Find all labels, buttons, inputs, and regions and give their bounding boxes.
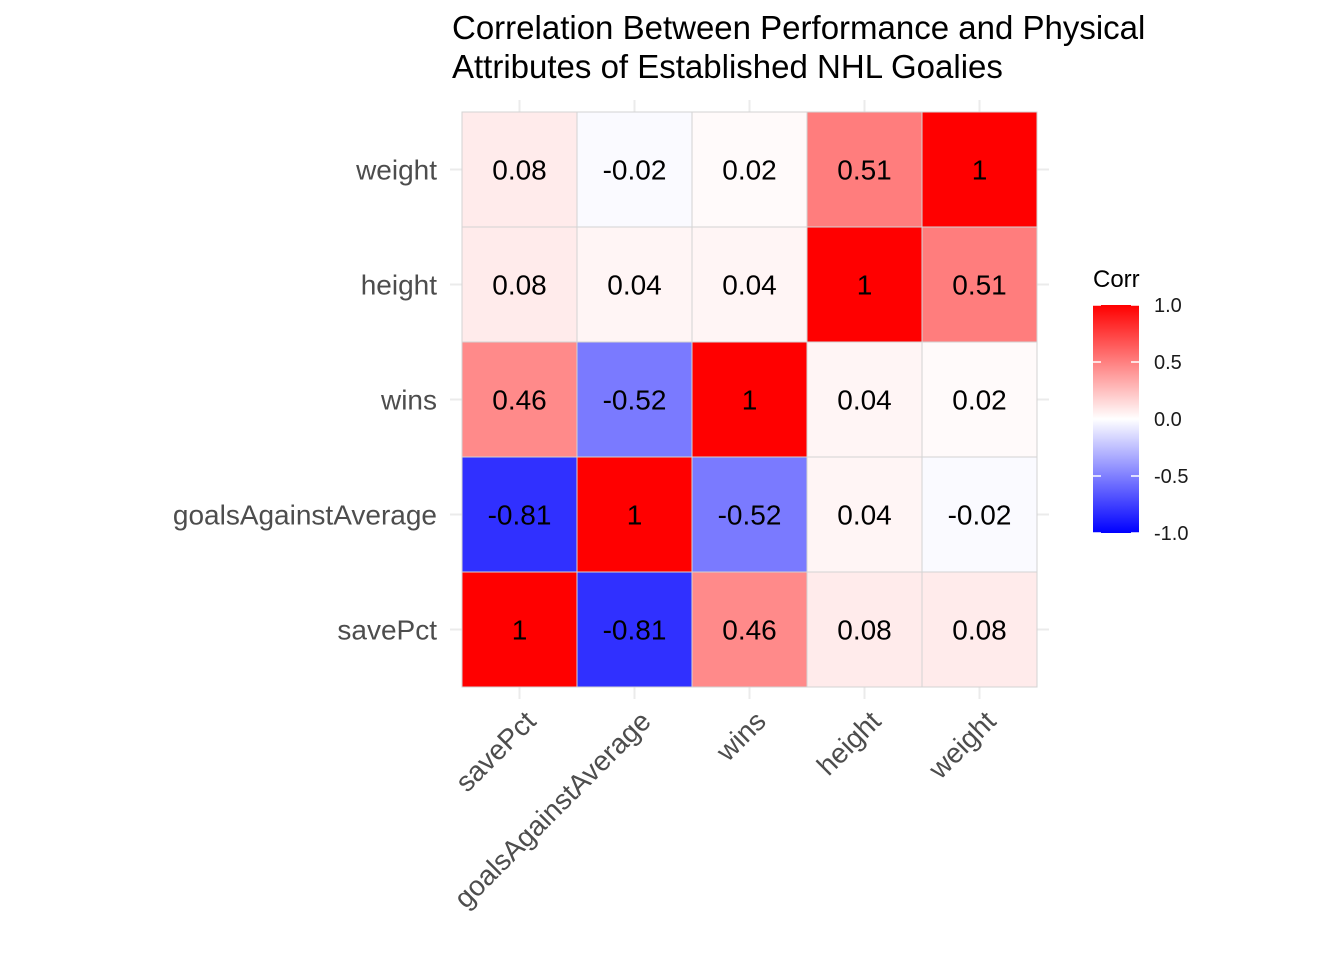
cell-value-label: 0.51 [837,155,892,186]
heatmap-cells [461,111,1038,688]
cell-value-label: 0.08 [952,615,1007,646]
heatmap-cell [806,571,923,688]
cell-value-label: 0.04 [722,270,777,301]
y-tick-label: goalsAgainstAverage [173,500,437,531]
cell-value-label: -0.52 [718,500,782,531]
heatmap-cell [921,341,1038,458]
heatmap-cell [921,571,1038,688]
heatmap-cell [921,456,1038,573]
heatmap-cell [691,456,808,573]
cell-value-label: 0.02 [722,155,777,186]
legend-tick-label: 1.0 [1154,295,1182,317]
cell-value-label: 0.46 [492,385,547,416]
heatmap-cell [691,571,808,688]
x-tick-label: weight [922,705,1002,785]
cell-value-label: 0.46 [722,615,777,646]
cell-value-label: -0.02 [603,155,667,186]
cell-value-label: 0.08 [492,155,547,186]
cell-value-label: 0.04 [837,500,892,531]
heatmap-cell-labels: 1 -0.81 0.46 0.08 0.08 -0.81 1 -0.52 0.04 -0.02 0.… [488,155,1012,646]
cell-value-label: 1 [627,500,643,531]
chart-title-line-2: Attributes of Established NHL Goalies [452,48,1003,85]
cell-value-label: 0.08 [837,615,892,646]
y-axis-tick-labels: savePct goalsAgainstAverage wins height weig… [173,155,437,646]
cell-value-label: 1 [742,385,758,416]
x-tick-label: wins [710,705,772,767]
y-tick-label: height [361,270,438,301]
chart-title: Correlation Between Performance and Phys… [452,8,1312,86]
cell-value-label: 0.51 [952,270,1007,301]
heatmap-cell [461,111,578,228]
legend-tick-label: -1.0 [1154,523,1188,545]
y-tick-label: savePct [337,615,437,646]
heatmap-cell [461,571,578,688]
cell-value-label: 0.04 [607,270,662,301]
cell-value-label: -0.81 [603,615,667,646]
heatmap-cell [691,111,808,228]
heatmap-cell [806,226,923,343]
x-tick-label: goalsAgainstAverage [448,705,657,914]
heatmap-cell [921,226,1038,343]
y-tick-label: wins [380,385,437,416]
heatmap-cell [461,456,578,573]
heatmap-cell [921,111,1038,228]
heatmap-cell [576,456,693,573]
chart-title-line-1: Correlation Between Performance and Phys… [452,9,1146,46]
cell-value-label: -0.52 [603,385,667,416]
heatmap-cell [691,341,808,458]
cell-value-label: 1 [972,155,988,186]
heatmap-cell [806,341,923,458]
legend: Corr 1.0 0.5 0.0 -0.5 -1.0 [1093,266,1188,545]
heatmap-cell [691,226,808,343]
cell-value-label: 0.08 [492,270,547,301]
x-tick-label: height [811,705,887,781]
heatmap-cell [576,226,693,343]
y-tick-label: weight [355,155,437,186]
cell-value-label: -0.02 [948,500,1012,531]
legend-tick-label: -0.5 [1154,466,1188,488]
heatmap-cell [806,456,923,573]
cell-value-label: 1 [857,270,873,301]
x-tick-label: savePct [449,705,542,798]
heatmap-cell [576,571,693,688]
heatmap-cell [461,341,578,458]
cell-value-label: 1 [512,615,528,646]
cell-value-label: 0.02 [952,385,1007,416]
heatmap-cell [461,226,578,343]
legend-title: Corr [1093,266,1140,293]
heatmap-cell [576,111,693,228]
legend-tick-label: 0.5 [1154,352,1182,374]
cell-value-label: -0.81 [488,500,552,531]
legend-tick-label: 0.0 [1154,409,1182,431]
cell-value-label: 0.04 [837,385,892,416]
heatmap-cell [576,341,693,458]
